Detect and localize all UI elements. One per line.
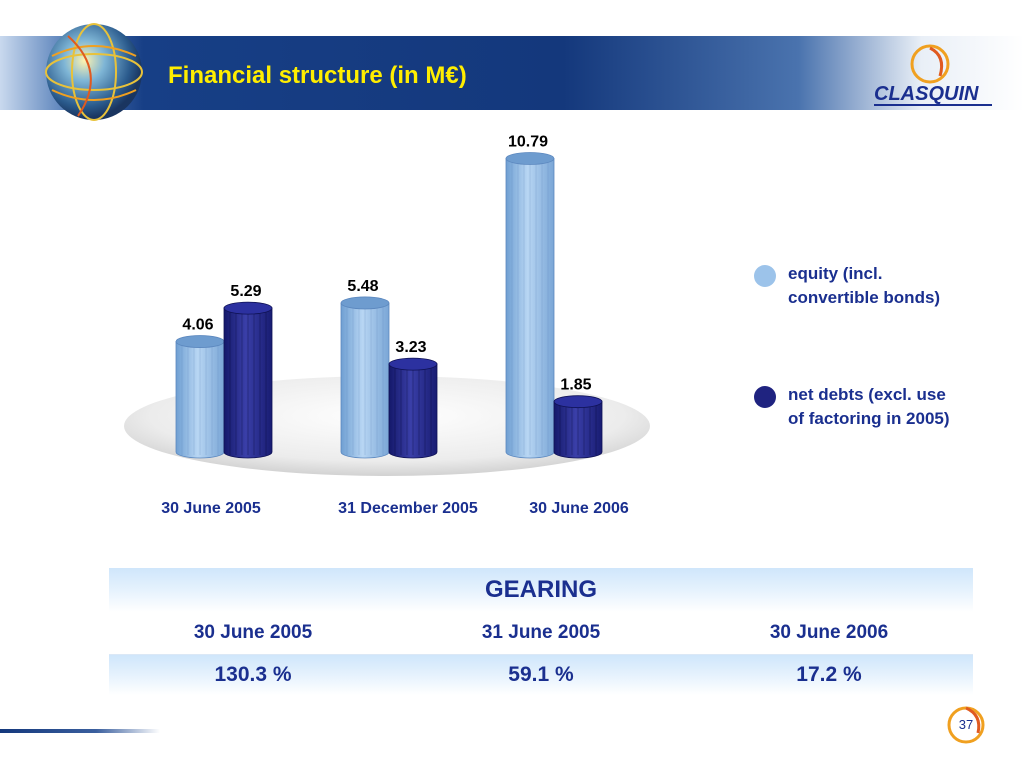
gearing-values-row: 130.3 % 59.1 % 17.2 % <box>109 654 973 695</box>
bar-equity-3 <box>505 158 555 459</box>
gearing-header-row: GEARING <box>109 568 973 612</box>
legend-label-net-debts-line1: net debts (excl. use <box>788 385 946 404</box>
header-band <box>0 36 1024 110</box>
data-label-equity-3: 10.79 <box>508 134 548 151</box>
globe-icon <box>45 23 143 121</box>
legend-item-equity: equity (incl. convertible bonds) <box>754 262 988 310</box>
bar-net-debts-1-cap <box>223 301 273 315</box>
bar-equity-1 <box>175 341 225 459</box>
data-label-net-debts-1: 5.29 <box>230 283 261 300</box>
bar-net-debts-2 <box>388 363 438 459</box>
bar-net-debts-3-cap <box>553 395 603 409</box>
gearing-title: GEARING <box>484 576 597 603</box>
svg-text:CLASQUIN: CLASQUIN <box>874 83 979 105</box>
data-label-equity-1: 4.06 <box>182 317 213 334</box>
legend-item-net-debts: net debts (excl. use of factoring in 200… <box>754 383 988 431</box>
gearing-date-cell: 30 June 2005 <box>193 622 313 643</box>
gearing-value-cell: 130.3 % <box>214 663 292 686</box>
page-title: Financial structure (in M€) <box>168 62 467 89</box>
legend-swatch-net-debts <box>754 386 776 408</box>
page-number: 37 <box>958 717 974 732</box>
legend-label-equity-line1: equity (incl. <box>788 264 883 283</box>
gearing-value-cell: 17.2 % <box>796 663 862 686</box>
bar-equity-3-cap <box>505 152 555 165</box>
bar-equity-1-cap <box>175 335 225 348</box>
x-tick-label-3: 30 June 2006 <box>529 500 629 517</box>
clasquin-logo: CLASQUIN <box>874 44 992 106</box>
bar-net-debts-1 <box>223 307 273 459</box>
page-badge-icon <box>947 706 985 744</box>
gearing-dates-row: 30 June 2005 31 June 2005 30 June 2006 <box>109 612 973 654</box>
footer-line <box>0 729 160 733</box>
bar-net-debts-2-cap <box>388 357 438 371</box>
x-tick-label-2: 31 December 2005 <box>338 500 478 517</box>
gearing-date-cell: 31 June 2005 <box>481 622 601 643</box>
data-label-net-debts-2: 3.23 <box>395 339 426 356</box>
bar-net-debts-3 <box>553 401 603 459</box>
gearing-date-cell: 30 June 2006 <box>769 622 889 643</box>
gearing-value-cell: 59.1 % <box>508 663 574 686</box>
legend-swatch-equity <box>754 265 776 287</box>
bar-equity-2-cap <box>340 296 390 310</box>
bar-equity-2 <box>340 302 390 459</box>
gearing-table: GEARING 30 June 2005 31 June 2005 30 Jun… <box>109 568 973 695</box>
x-tick-label-1: 30 June 2005 <box>161 500 261 517</box>
data-label-net-debts-3: 1.85 <box>560 377 591 394</box>
legend-label-net-debts-line2: of factoring in 2005) <box>788 409 950 428</box>
data-label-equity-2: 5.48 <box>347 278 378 295</box>
legend-label-equity-line2: convertible bonds) <box>788 288 941 307</box>
